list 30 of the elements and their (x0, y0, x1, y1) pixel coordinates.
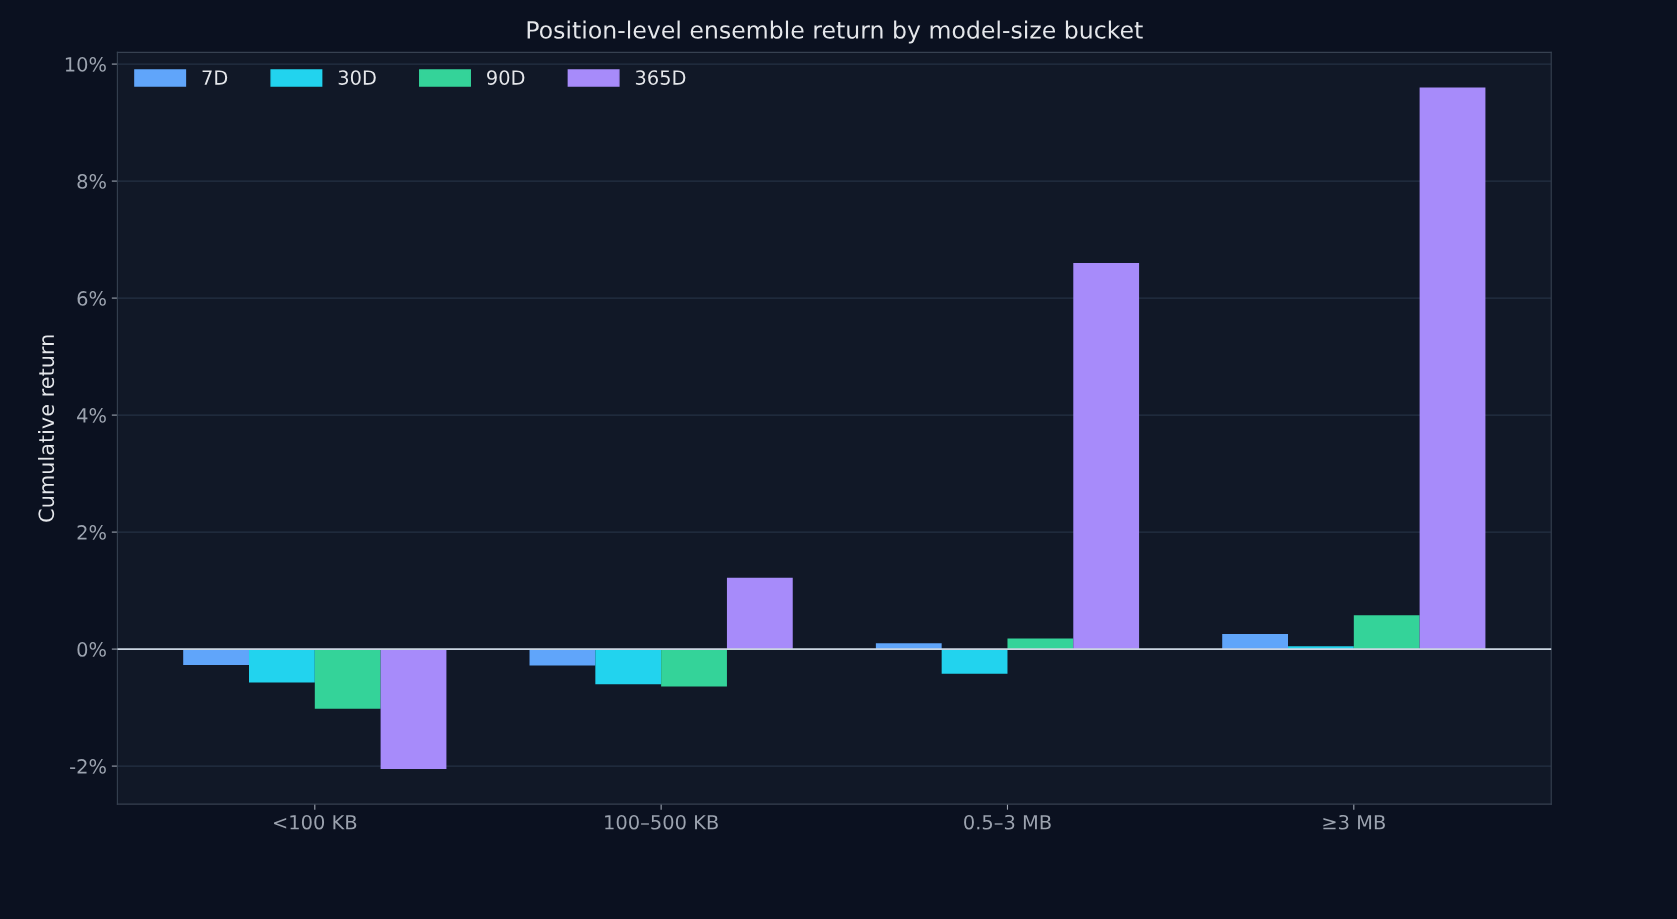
bar (941, 649, 1008, 674)
bar (1419, 87, 1486, 650)
legend-label: 90D (487, 70, 525, 85)
x-tick-label: 0.5–3 MB (964, 814, 1051, 830)
bar (183, 649, 249, 665)
bar (1073, 262, 1140, 650)
y-tick-label: 0% (77, 642, 106, 657)
bar (249, 649, 315, 683)
y-tick-label: 2% (77, 525, 106, 540)
y-tick-label: 4% (77, 408, 106, 423)
bar (314, 649, 381, 709)
bar (1353, 615, 1420, 650)
x-tick-label: <100 KB (274, 814, 357, 830)
legend-label: 7D (202, 70, 228, 85)
bar (1222, 633, 1289, 650)
legend-label: 30D (338, 70, 376, 85)
y-tick-label: 6% (77, 291, 106, 306)
bar (380, 649, 447, 770)
y-tick-label: -2% (70, 759, 106, 774)
bar (529, 649, 596, 666)
y-tick-label: 8% (77, 174, 106, 189)
y-axis-title: Cumulative return (38, 335, 55, 522)
x-tick-label: 100–500 KB (605, 814, 718, 830)
y-tick-label: 10% (65, 57, 106, 72)
legend-label: 365D (635, 70, 686, 85)
bar (595, 649, 662, 685)
chart-title: Position-level ensemble return by model-size bucket (527, 20, 1143, 44)
bar (661, 649, 727, 687)
x-tick-label: ≥3 MB (1323, 814, 1385, 830)
bar (726, 577, 793, 650)
